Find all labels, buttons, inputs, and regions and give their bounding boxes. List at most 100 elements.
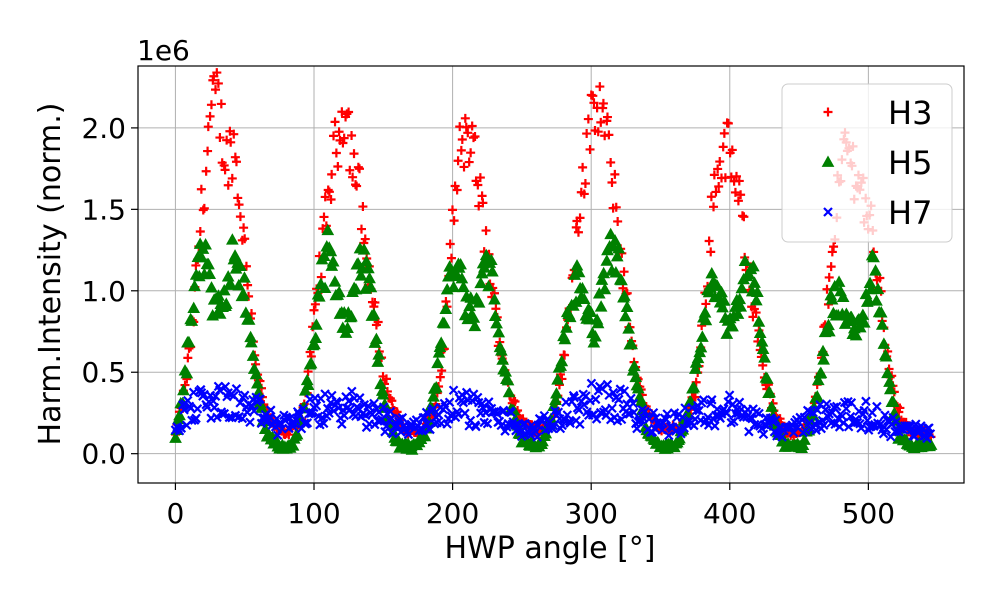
data-point-h7 [734, 397, 745, 408]
data-point-h5 [825, 293, 839, 305]
data-point-h3 [573, 227, 583, 237]
data-point-h5 [583, 312, 596, 325]
data-point-h5 [173, 408, 186, 421]
data-point-h3 [459, 162, 469, 172]
y-axis-label: Harm.Intensity (norm.) [33, 103, 68, 446]
data-point-h3 [445, 239, 455, 249]
data-point-h5 [429, 380, 443, 393]
data-point-h5 [610, 249, 624, 262]
data-point-h3 [447, 205, 457, 215]
data-point-h5 [752, 315, 766, 327]
data-point-h7 [821, 399, 832, 409]
data-point-h3 [826, 262, 836, 272]
data-point-h5 [244, 335, 258, 348]
data-point-h7 [265, 405, 276, 415]
data-point-h5 [321, 223, 335, 236]
data-point-h5 [490, 316, 503, 329]
data-point-h7 [274, 419, 284, 429]
data-point-h5 [609, 266, 623, 278]
data-point-h3 [606, 157, 616, 167]
data-point-h5 [717, 294, 731, 306]
data-point-h3 [827, 247, 837, 257]
data-point-h5 [551, 373, 564, 385]
legend-marker-h5 [821, 155, 835, 167]
data-point-h3 [719, 128, 729, 138]
data-point-h5 [862, 294, 876, 306]
data-point-h3 [714, 181, 724, 191]
data-point-h7 [575, 419, 585, 430]
data-point-h5 [199, 238, 212, 250]
data-point-h7 [703, 412, 713, 423]
data-point-h5 [431, 356, 444, 369]
data-point-h7 [458, 397, 469, 408]
legend: H3 H5 H7 [781, 83, 953, 243]
data-point-h5 [185, 314, 199, 326]
data-point-h5 [749, 293, 763, 306]
legend-marker-h3 [823, 107, 833, 117]
data-point-h5 [437, 316, 451, 329]
data-point-h7 [628, 398, 638, 409]
legend-box [781, 83, 953, 243]
data-point-h3 [730, 187, 740, 197]
data-point-h7 [878, 428, 889, 439]
data-point-h5 [217, 283, 231, 296]
data-point-h7 [818, 420, 829, 431]
data-point-h3 [733, 196, 743, 206]
data-point-h5 [238, 271, 251, 283]
data-point-h5 [763, 385, 776, 398]
data-point-h5 [187, 301, 201, 314]
data-point-h5 [328, 275, 342, 287]
data-point-h3 [309, 305, 319, 315]
data-point-h5 [924, 438, 938, 450]
data-point-h7 [579, 399, 589, 410]
data-point-h3 [464, 157, 474, 167]
data-point-h3 [327, 169, 337, 179]
data-point-h5 [817, 353, 830, 365]
data-point-h5 [286, 439, 300, 451]
data-point-h5 [883, 382, 897, 395]
data-point-h5 [234, 259, 247, 272]
data-point-h5 [495, 344, 508, 356]
data-point-h5 [349, 282, 363, 295]
data-point-h5 [814, 366, 828, 379]
data-point-h3 [240, 234, 250, 244]
data-point-h7 [369, 398, 379, 409]
data-point-h3 [319, 212, 329, 222]
data-point-h3 [331, 148, 341, 158]
data-point-h5 [874, 306, 888, 318]
axis-ticks: 0 100 200 300 400 500 0.0 0.5 1.0 1.5 2.0 [81, 112, 895, 530]
data-point-h7 [676, 428, 686, 439]
data-point-h5 [177, 383, 190, 396]
data-point-h5 [432, 346, 446, 358]
data-point-h5 [439, 302, 453, 314]
data-point-h3 [203, 146, 213, 156]
y-tick-label: 0.5 [81, 356, 126, 389]
data-point-h5 [372, 348, 386, 360]
data-point-h7 [355, 393, 365, 403]
data-point-h5 [563, 310, 577, 323]
data-point-h3 [463, 128, 473, 138]
data-point-h3 [596, 117, 606, 127]
data-point-h5 [622, 322, 635, 334]
data-point-h7 [723, 397, 734, 407]
data-point-h3 [588, 91, 598, 101]
data-point-h3 [457, 134, 467, 144]
data-point-h7 [856, 423, 866, 433]
data-point-h7 [729, 416, 739, 427]
data-point-h3 [706, 192, 716, 202]
data-point-h5 [836, 290, 850, 302]
data-point-h3 [213, 78, 223, 88]
data-point-h5 [705, 266, 719, 279]
data-point-h7 [242, 407, 252, 417]
data-point-h3 [338, 138, 348, 148]
data-point-h3 [589, 98, 599, 108]
data-point-h3 [510, 396, 520, 406]
data-point-h3 [344, 107, 354, 117]
data-point-h7 [565, 418, 575, 428]
data-point-h3 [215, 133, 225, 143]
data-point-h7 [387, 428, 398, 439]
data-point-h7 [557, 420, 567, 431]
data-point-h7 [632, 423, 642, 434]
data-point-h3 [229, 129, 239, 139]
